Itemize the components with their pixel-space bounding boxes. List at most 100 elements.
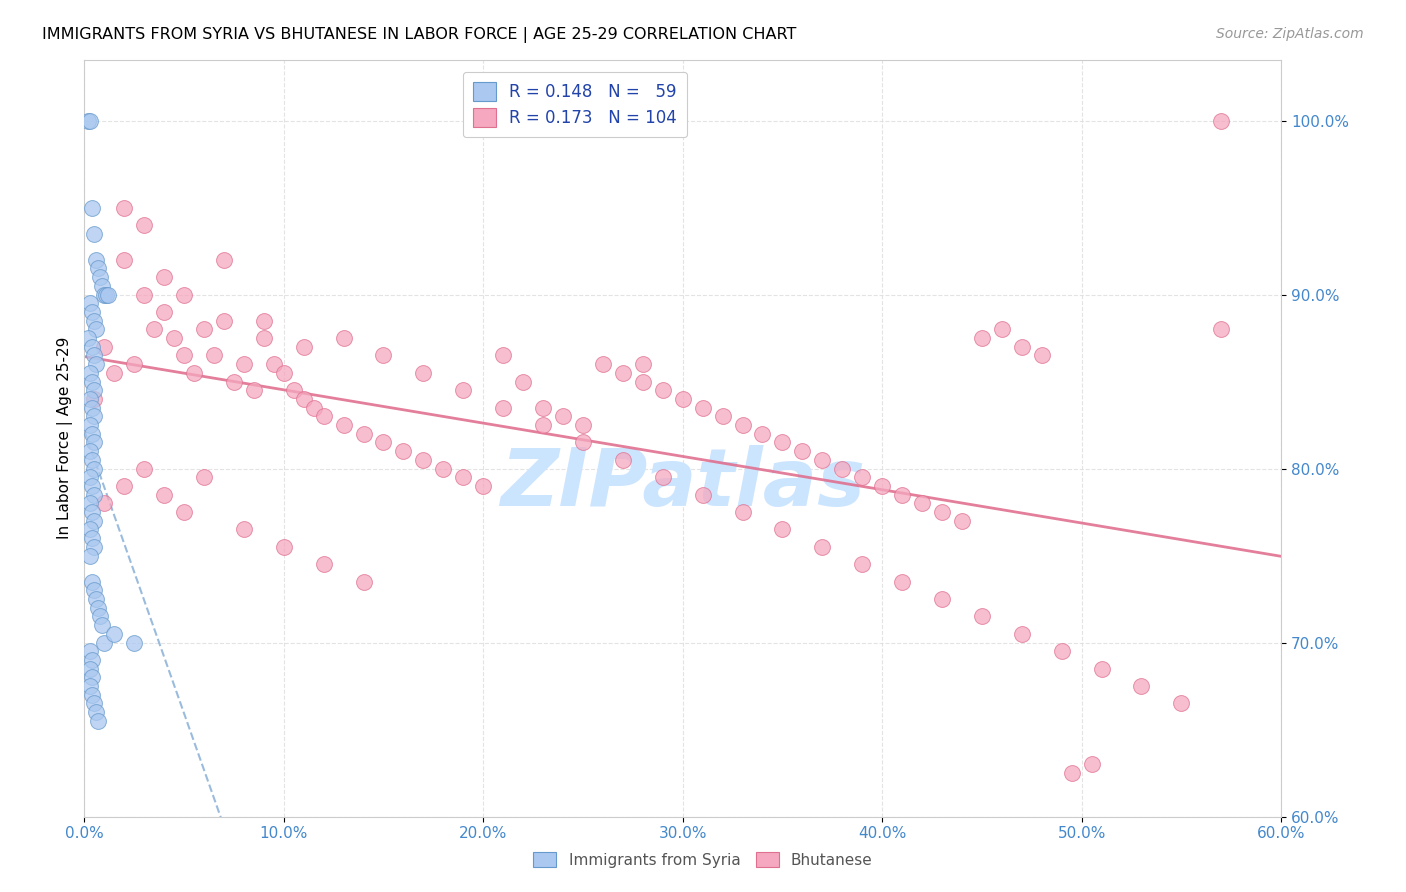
Point (911, 496, 934, 510)
Point (83, 313, 105, 327)
Point (82, 688, 104, 702)
Point (1211, 322, 1233, 336)
Point (96, 287, 118, 301)
Point (931, 592, 953, 607)
Point (83, 461, 105, 475)
Point (93, 287, 115, 301)
Point (612, 453, 634, 467)
Point (870, 479, 893, 493)
Point (263, 357, 285, 371)
Point (103, 366, 125, 380)
Point (253, 331, 276, 345)
Point (792, 444, 814, 458)
Point (232, 357, 254, 371)
Point (82, 201, 104, 215)
Point (83, 392, 105, 406)
Point (87, 600, 110, 615)
Point (91, 618, 114, 632)
Point (273, 540, 295, 554)
Point (89, 270, 111, 285)
Point (193, 322, 215, 336)
Point (82, 479, 104, 493)
Point (83, 409, 105, 424)
Point (82, 426, 104, 441)
Point (82, 375, 104, 389)
Point (243, 383, 266, 397)
Y-axis label: In Labor Force | Age 25-29: In Labor Force | Age 25-29 (58, 337, 73, 540)
Point (751, 426, 773, 441)
Point (631, 375, 654, 389)
Point (82, 305, 104, 319)
Point (79, 366, 101, 380)
Point (851, 558, 873, 572)
Point (332, 331, 354, 345)
Point (711, 409, 734, 424)
Point (153, 270, 176, 285)
Point (173, 348, 195, 362)
Point (312, 558, 335, 572)
Point (811, 540, 834, 554)
Point (79, 392, 101, 406)
Point (112, 201, 135, 215)
Point (79, 662, 101, 676)
Point (193, 470, 215, 484)
Point (770, 435, 793, 450)
Point (79, 523, 101, 537)
Point (83, 435, 105, 450)
Point (83, 540, 105, 554)
Point (612, 366, 634, 380)
Point (1080, 757, 1102, 772)
Point (173, 505, 195, 519)
Point (84, 252, 107, 267)
Point (531, 401, 554, 415)
Point (692, 488, 714, 502)
Point (373, 348, 395, 362)
Point (84, 357, 107, 371)
Point (770, 523, 793, 537)
Point (651, 470, 673, 484)
Point (83, 383, 105, 397)
Point (412, 453, 434, 467)
Point (432, 461, 454, 475)
Point (93, 635, 115, 649)
Point (472, 479, 495, 493)
Point (592, 357, 614, 371)
Point (79, 113, 101, 128)
Point (83, 514, 105, 528)
Point (373, 435, 395, 450)
Point (83, 583, 105, 598)
Point (82, 653, 104, 667)
Point (692, 401, 714, 415)
Point (153, 488, 176, 502)
Point (93, 496, 115, 510)
Point (292, 392, 315, 406)
Point (79, 470, 101, 484)
Point (89, 609, 111, 624)
Point (222, 375, 245, 389)
Legend: Immigrants from Syria, Bhutanese: Immigrants from Syria, Bhutanese (527, 846, 879, 873)
Point (353, 574, 375, 589)
Point (122, 635, 145, 649)
Point (82, 574, 104, 589)
Point (83, 348, 105, 362)
Point (82, 670, 104, 684)
Point (77, 113, 100, 128)
Point (651, 383, 673, 397)
Point (84, 705, 107, 719)
Point (83, 488, 105, 502)
Point (84, 322, 107, 336)
Point (83, 227, 105, 241)
Point (392, 444, 415, 458)
Point (87, 714, 110, 728)
Point (970, 331, 993, 345)
Point (83, 697, 105, 711)
Point (183, 366, 205, 380)
Point (91, 278, 114, 293)
Point (412, 366, 434, 380)
Point (97, 287, 120, 301)
Point (551, 409, 574, 424)
Point (79, 296, 101, 310)
Point (283, 383, 305, 397)
Point (232, 523, 254, 537)
Point (134, 218, 156, 232)
